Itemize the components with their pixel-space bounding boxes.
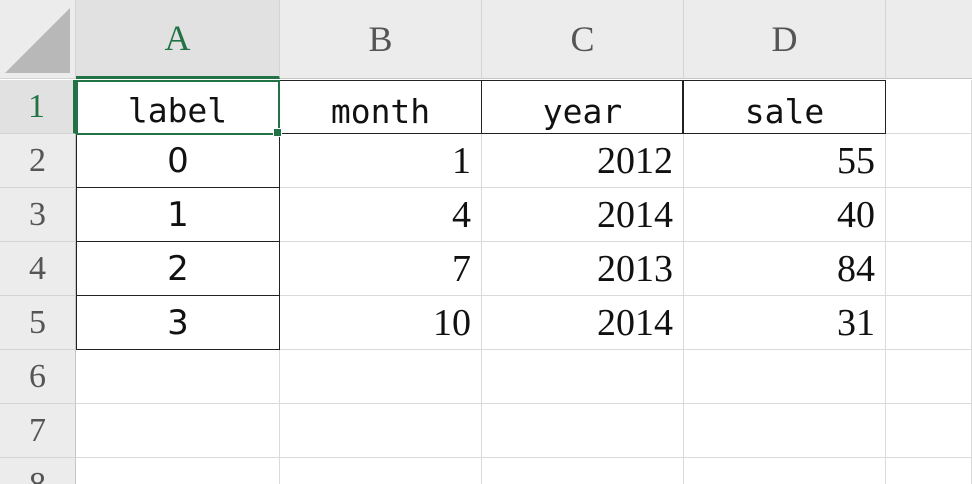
- row-header-8[interactable]: 8: [0, 458, 76, 484]
- column-header-a[interactable]: A: [76, 0, 280, 79]
- row-header-7[interactable]: 7: [0, 404, 76, 458]
- cell-a7[interactable]: [76, 404, 280, 458]
- column-header-e[interactable]: [886, 0, 972, 79]
- cell-d3[interactable]: 40: [684, 188, 886, 242]
- column-header-d[interactable]: D: [684, 0, 886, 79]
- fill-handle[interactable]: [273, 128, 282, 137]
- cell-b3[interactable]: 4: [280, 188, 482, 242]
- cell-c6[interactable]: [482, 350, 684, 404]
- cell-c5[interactable]: 2014: [482, 296, 684, 350]
- cell-b1[interactable]: month: [280, 80, 482, 134]
- cell-a5[interactable]: 3: [76, 296, 280, 350]
- select-all-triangle-icon: [5, 8, 70, 73]
- cell-e3[interactable]: [886, 188, 972, 242]
- cell-e7[interactable]: [886, 404, 972, 458]
- row-header-5[interactable]: 5: [0, 296, 76, 350]
- cell-d6[interactable]: [684, 350, 886, 404]
- cell-a8[interactable]: [76, 458, 280, 484]
- column-header-c[interactable]: C: [482, 0, 684, 79]
- row-header-3[interactable]: 3: [0, 188, 76, 242]
- cell-a1[interactable]: label: [76, 80, 280, 134]
- cell-d1[interactable]: sale: [684, 80, 886, 134]
- cell-e2[interactable]: [886, 134, 972, 188]
- cell-d8[interactable]: [684, 458, 886, 484]
- cell-b2[interactable]: 1: [280, 134, 482, 188]
- cell-b8[interactable]: [280, 458, 482, 484]
- cell-c2[interactable]: 2012: [482, 134, 684, 188]
- cell-e1[interactable]: [886, 80, 972, 134]
- cell-c4[interactable]: 2013: [482, 242, 684, 296]
- cell-a4[interactable]: 2: [76, 242, 280, 296]
- cell-a2[interactable]: 0: [76, 134, 280, 188]
- row-header-6[interactable]: 6: [0, 350, 76, 404]
- cell-b7[interactable]: [280, 404, 482, 458]
- cell-c8[interactable]: [482, 458, 684, 484]
- cell-b4[interactable]: 7: [280, 242, 482, 296]
- cell-e6[interactable]: [886, 350, 972, 404]
- cell-c1[interactable]: year: [482, 80, 684, 134]
- cell-d2[interactable]: 55: [684, 134, 886, 188]
- cell-e5[interactable]: [886, 296, 972, 350]
- cell-b6[interactable]: [280, 350, 482, 404]
- select-all-button[interactable]: [0, 0, 76, 79]
- row-header-1[interactable]: 1: [0, 80, 76, 134]
- cell-e4[interactable]: [886, 242, 972, 296]
- cell-b5[interactable]: 10: [280, 296, 482, 350]
- row-header-2[interactable]: 2: [0, 134, 76, 188]
- cell-e8[interactable]: [886, 458, 972, 484]
- cell-c3[interactable]: 2014: [482, 188, 684, 242]
- cell-d4[interactable]: 84: [684, 242, 886, 296]
- cell-c7[interactable]: [482, 404, 684, 458]
- cell-d5[interactable]: 31: [684, 296, 886, 350]
- row-header-4[interactable]: 4: [0, 242, 76, 296]
- cell-a6[interactable]: [76, 350, 280, 404]
- column-header-b[interactable]: B: [280, 0, 482, 79]
- cell-d7[interactable]: [684, 404, 886, 458]
- cell-a3[interactable]: 1: [76, 188, 280, 242]
